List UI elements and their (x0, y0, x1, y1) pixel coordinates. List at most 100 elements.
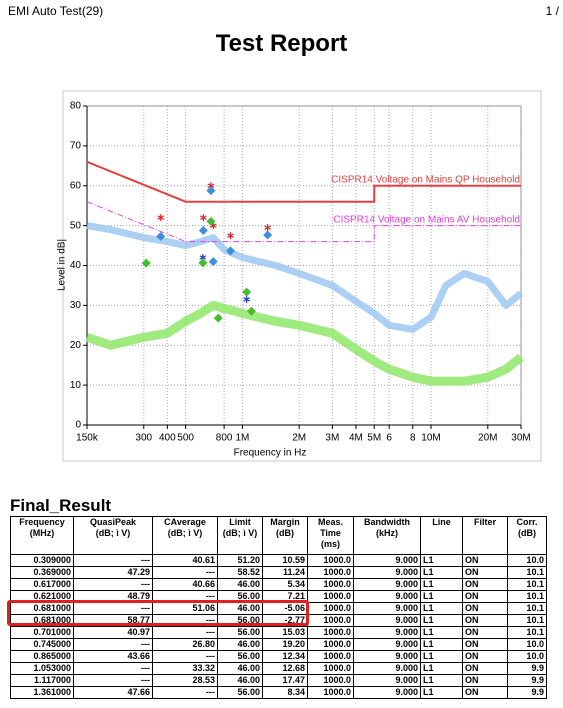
table-cell: 26.80 (152, 638, 218, 651)
table-cell: 47.29 (73, 566, 153, 579)
header-text: (dB) (276, 528, 294, 538)
table-cell: 33.32 (152, 662, 218, 675)
table-cell: 5.34 (262, 578, 308, 591)
x-axis-label: Frequency in Hz (234, 448, 307, 459)
x-tick-label: 3M (325, 433, 339, 444)
y-tick-label: 0 (75, 420, 81, 431)
table-cell: 1000.0 (307, 650, 354, 663)
x-tick-label: 5M (367, 433, 381, 444)
av-limit-line (86, 201, 521, 243)
table-cell: 56.00 (217, 686, 263, 699)
table-row: 1.053000 --- 33.32 46.00 12.68 1000.0 9.000 L1 O… (10, 662, 547, 675)
y-tick-label: 10 (70, 380, 82, 391)
result-table: Frequency (MHz) QuasiPeak (dB; ì V) CAverage… (10, 516, 547, 699)
header-cell: Filter (462, 516, 508, 555)
table-cell: --- (73, 638, 153, 651)
table-cell: 1000.0 (307, 674, 354, 687)
table-cell: 9.000 (353, 626, 421, 639)
header-cell: Frequency (MHz) (10, 516, 74, 555)
av-final-marker (198, 258, 208, 268)
table-cell: ON (462, 674, 508, 687)
table-row: 0.701000 40.97 --- 56.00 15.03 1000.0 9.000 L1 O… (10, 626, 547, 639)
table-cell: 1000.0 (307, 554, 354, 567)
y-tick-label: 70 (70, 141, 82, 152)
qp-final-marker (206, 186, 216, 196)
header-text: (dB; ì V) (222, 528, 258, 538)
table-cell: 11.24 (262, 566, 308, 579)
table-cell: 1000.0 (307, 566, 354, 579)
y-axis-label: Level in dB| (57, 239, 68, 291)
table-cell: 28.53 (152, 674, 218, 687)
table-cell: --- (152, 626, 218, 639)
table-cell: 40.66 (152, 578, 218, 591)
table-cell: L1 (420, 686, 463, 699)
x-tick-label: 2M (292, 433, 306, 444)
qp-final-marker (156, 231, 166, 241)
table-cell: 1000.0 (307, 662, 354, 675)
table-cell: ON (462, 650, 508, 663)
table-cell: 0.369000 (10, 566, 74, 579)
header-text: (dB; ì V) (167, 528, 203, 538)
x-tick-label: 800 (216, 433, 233, 444)
table-cell: 47.66 (73, 686, 153, 699)
table-cell: 1000.0 (307, 578, 354, 591)
report-title: Test Report (215, 30, 348, 57)
table-row: 0.369000 47.29 --- 58.52 11.24 1000.0 9.000 L1 O… (10, 566, 547, 579)
table-cell: 9.000 (353, 554, 421, 567)
table-cell: 1.361000 (10, 686, 74, 699)
header-cell: CAverage (dB; ì V) (152, 516, 218, 555)
table-cell: 10.1 (507, 602, 547, 615)
table-cell: --- (73, 662, 153, 675)
header-cell: Corr. (dB) (507, 516, 547, 555)
table-cell: 1.117000 (10, 674, 74, 687)
header-right: 1 / (545, 4, 559, 18)
section-title: Final_Result (10, 496, 112, 515)
table-cell: 0.617000 (10, 578, 74, 591)
table-cell: 9.000 (353, 614, 421, 627)
table-cell: 40.97 (73, 626, 153, 639)
av-final-marker (242, 287, 252, 297)
qp-limit-label: CISPR14 Voltage on Mains QP Household (331, 174, 520, 185)
table-cell: L1 (420, 638, 463, 651)
header-text: Corr. (516, 517, 538, 528)
qp-final-marker (263, 230, 273, 240)
table-cell: 46.00 (217, 638, 263, 651)
av-final-marker (246, 306, 256, 316)
table-cell: --- (73, 674, 153, 687)
qp-peak-marker (200, 214, 207, 222)
y-tick-label: 80 (70, 101, 82, 112)
table-cell: 8.34 (262, 686, 308, 699)
header-text: Time (320, 528, 341, 538)
table-cell: ON (462, 578, 508, 591)
table-cell: 10.0 (507, 638, 547, 651)
table-cell: ON (462, 626, 508, 639)
av-final-marker (141, 258, 151, 268)
table-cell: --- (73, 578, 153, 591)
table-cell: --- (152, 566, 218, 579)
av-peak-marker (243, 295, 250, 303)
table-cell: 46.00 (217, 578, 263, 591)
header-text: Filter (473, 517, 496, 528)
qp-scan-trace (86, 222, 524, 333)
header-text: Line (432, 517, 451, 528)
table-cell: 0.309000 (10, 554, 74, 567)
table-row: 0.617000 --- 40.66 46.00 5.34 1000.0 9.000 L1 ON… (10, 578, 547, 591)
x-tick-label: 400 (159, 433, 176, 444)
x-tick-label: 6 (386, 433, 392, 444)
table-cell: 9.9 (507, 662, 547, 675)
header-text: QuasiPeak (89, 517, 137, 528)
table-cell: 1000.0 (307, 638, 354, 651)
table-row: 0.681000 --- 51.06 46.00 -5.06 1000.0 9.000 L1 O… (10, 602, 547, 615)
table-cell: ON (462, 602, 508, 615)
x-tick-label: 150k (76, 433, 99, 444)
table-cell: 10.0 (507, 554, 547, 567)
table-cell: L1 (420, 626, 463, 639)
x-tick-label: 4M (349, 433, 363, 444)
header-cell: QuasiPeak (dB; ì V) (73, 516, 153, 555)
av-final-marker (213, 313, 223, 323)
table-cell: 10.1 (507, 626, 547, 639)
table-cell: L1 (420, 602, 463, 615)
header-text: Frequency (19, 517, 65, 528)
header-text: (dB; ì V) (95, 528, 131, 538)
table-cell: ON (462, 686, 508, 699)
